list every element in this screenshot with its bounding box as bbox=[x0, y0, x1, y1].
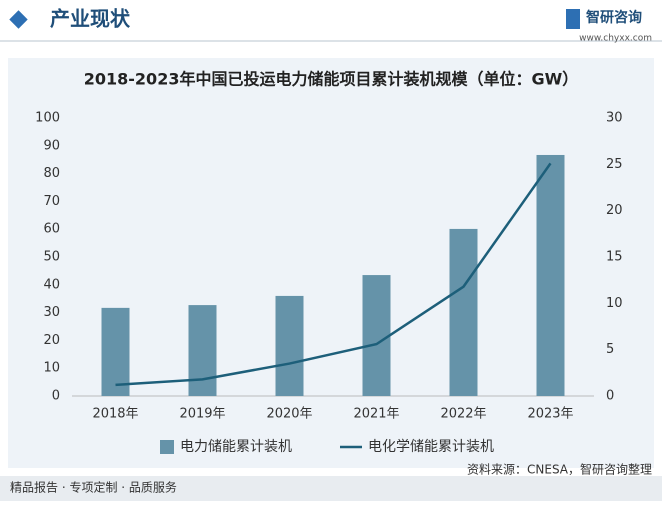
y-tick-label: 100 bbox=[35, 111, 60, 126]
y-tick-label: 10 bbox=[43, 361, 60, 376]
url: www.chyxx.com bbox=[579, 34, 652, 44]
footer-band bbox=[0, 476, 662, 501]
y-tick-label: 70 bbox=[43, 194, 60, 209]
bar bbox=[101, 307, 130, 396]
y2-tick-label: 5 bbox=[606, 342, 614, 357]
y-tick-label: 90 bbox=[43, 138, 60, 153]
x-tick-label: 2023年 bbox=[527, 407, 573, 422]
y-tick-label: 80 bbox=[43, 166, 60, 181]
y2-tick-label: 20 bbox=[606, 203, 623, 218]
footer-slogan: 精品报告 · 专项定制 · 品质服务 bbox=[10, 480, 177, 495]
header-icon bbox=[9, 10, 28, 29]
y2-tick-label: 30 bbox=[606, 111, 623, 126]
y-tick-label: 30 bbox=[43, 305, 60, 320]
y2-tick-label: 15 bbox=[606, 250, 623, 265]
line bbox=[115, 162, 552, 387]
legend-label: 电力储能累计装机 bbox=[180, 439, 292, 455]
y-tick-label: 50 bbox=[43, 250, 60, 265]
bar bbox=[188, 305, 217, 396]
y-tick-label: 20 bbox=[43, 333, 60, 348]
y2-tick-label: 10 bbox=[606, 296, 623, 311]
y2-tick-label: 0 bbox=[606, 389, 614, 404]
source: 资料来源：CNESA，智研咨询整理 bbox=[467, 462, 652, 477]
x-tick-label: 2022年 bbox=[440, 407, 486, 422]
bar bbox=[362, 275, 391, 396]
y-tick-label: 60 bbox=[43, 222, 60, 237]
legend-swatch bbox=[160, 440, 174, 454]
x-tick-label: 2020年 bbox=[266, 407, 312, 422]
bar bbox=[275, 295, 304, 396]
chart-title: 2018-2023年中国已投运电力储能项目累计装机规模（单位：GW） bbox=[84, 70, 579, 89]
brand: 智研咨询 bbox=[585, 9, 642, 26]
y-tick-label: 40 bbox=[43, 277, 60, 292]
x-tick-label: 2019年 bbox=[179, 407, 225, 422]
bar bbox=[449, 228, 478, 396]
y-tick-label: 0 bbox=[52, 389, 60, 404]
x-tick-label: 2018年 bbox=[92, 407, 138, 422]
y2-tick-label: 25 bbox=[606, 157, 623, 172]
legend-label: 电化学储能累计装机 bbox=[368, 439, 494, 455]
section-title: 产业现状 bbox=[50, 7, 131, 31]
logo-mark bbox=[566, 9, 580, 29]
x-tick-label: 2021年 bbox=[353, 407, 399, 422]
bar bbox=[536, 154, 565, 396]
